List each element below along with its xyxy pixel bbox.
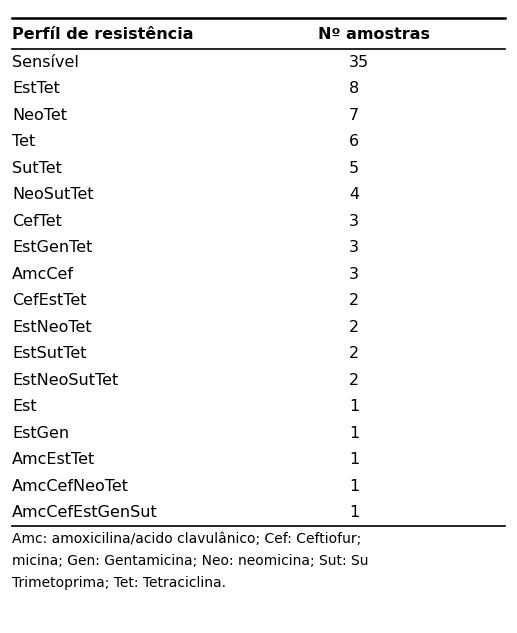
Text: Est: Est xyxy=(12,399,37,414)
Text: Trimetoprima; Tet: Tetraciclina.: Trimetoprima; Tet: Tetraciclina. xyxy=(12,576,226,590)
Text: 7: 7 xyxy=(349,108,359,123)
Text: SutTet: SutTet xyxy=(12,161,62,176)
Text: 3: 3 xyxy=(349,214,359,229)
Text: 3: 3 xyxy=(349,241,359,255)
Text: Sensível: Sensível xyxy=(12,54,79,70)
Text: 2: 2 xyxy=(349,346,359,361)
Text: EstNeoTet: EstNeoTet xyxy=(12,320,92,335)
Text: 1: 1 xyxy=(349,479,359,494)
Text: CefEstTet: CefEstTet xyxy=(12,293,86,308)
Text: Perfíl de resistência: Perfíl de resistência xyxy=(12,27,193,42)
Text: EstSutTet: EstSutTet xyxy=(12,346,86,361)
Text: EstGen: EstGen xyxy=(12,426,69,441)
Text: 2: 2 xyxy=(349,293,359,308)
Text: AmcEstTet: AmcEstTet xyxy=(12,452,95,467)
Text: 4: 4 xyxy=(349,187,359,203)
Text: EstTet: EstTet xyxy=(12,81,60,96)
Text: AmcCef: AmcCef xyxy=(12,266,74,282)
Text: NeoSutTet: NeoSutTet xyxy=(12,187,94,203)
Text: 2: 2 xyxy=(349,320,359,335)
Text: NeoTet: NeoTet xyxy=(12,108,67,123)
Text: 5: 5 xyxy=(349,161,359,176)
Text: CefTet: CefTet xyxy=(12,214,62,229)
Text: 1: 1 xyxy=(349,399,359,414)
Text: Amc: amoxicilina/acido clavulânico; Cef: Ceftiofur;: Amc: amoxicilina/acido clavulânico; Cef:… xyxy=(12,532,361,546)
Text: micina; Gen: Gentamicina; Neo: neomicina; Sut: Su: micina; Gen: Gentamicina; Neo: neomicina… xyxy=(12,554,369,568)
Text: 35: 35 xyxy=(349,54,369,70)
Text: 1: 1 xyxy=(349,426,359,441)
Text: 3: 3 xyxy=(349,266,359,282)
Text: 2: 2 xyxy=(349,373,359,388)
Text: EstGenTet: EstGenTet xyxy=(12,241,93,255)
Text: Tet: Tet xyxy=(12,134,35,149)
Text: 6: 6 xyxy=(349,134,359,149)
Text: EstNeoSutTet: EstNeoSutTet xyxy=(12,373,118,388)
Text: 8: 8 xyxy=(349,81,359,96)
Text: AmcCefEstGenSut: AmcCefEstGenSut xyxy=(12,505,158,520)
Text: Nº amostras: Nº amostras xyxy=(318,27,430,42)
Text: 1: 1 xyxy=(349,452,359,467)
Text: AmcCefNeoTet: AmcCefNeoTet xyxy=(12,479,129,494)
Text: 1: 1 xyxy=(349,505,359,520)
